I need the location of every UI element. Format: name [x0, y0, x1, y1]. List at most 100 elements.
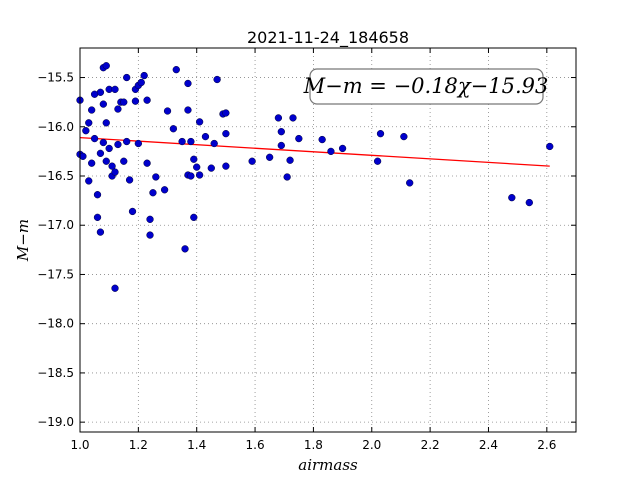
data-point — [102, 62, 110, 70]
data-point — [131, 97, 140, 105]
data-point — [111, 284, 119, 292]
data-point — [187, 137, 195, 146]
y-tick-label: −18.0 — [37, 317, 74, 331]
data-point — [99, 100, 107, 108]
data-point — [222, 130, 230, 138]
data-point — [149, 189, 157, 197]
data-point — [96, 88, 105, 96]
data-point — [172, 66, 180, 74]
data-point — [213, 75, 221, 84]
data-point — [525, 198, 533, 207]
ticks-layer: 1.0 1.2 1.4 1.6 1.8 2.0 2.2 2.4 2.6 −15.5 −16.0 −16… — [37, 48, 576, 452]
data-point — [286, 156, 294, 164]
data-point — [140, 71, 148, 80]
data-point — [146, 231, 154, 239]
data-point — [123, 73, 131, 82]
x-tick-label: 2.0 — [362, 438, 381, 452]
data-point — [120, 157, 128, 165]
x-tick-label: 2.2 — [421, 438, 440, 452]
data-point — [143, 159, 151, 167]
chart-title: 2021-11-24_184658 — [247, 28, 409, 48]
data-point — [137, 78, 145, 87]
data-point — [160, 186, 169, 194]
data-point — [184, 79, 192, 88]
data-point — [90, 134, 99, 143]
x-tick-label: 2.6 — [537, 438, 556, 452]
x-tick-label: 1.2 — [129, 438, 148, 452]
data-point — [265, 153, 274, 161]
data-point — [93, 213, 102, 222]
data-point — [111, 168, 119, 176]
data-point — [187, 172, 195, 180]
data-point — [277, 141, 285, 150]
data-point — [289, 114, 297, 122]
data-point — [222, 109, 230, 117]
grid-layer — [79, 48, 576, 432]
data-point — [163, 107, 172, 115]
data-point — [376, 130, 385, 138]
data-point — [181, 245, 189, 253]
data-point — [99, 138, 107, 147]
data-point — [143, 96, 151, 104]
data-point — [102, 157, 110, 165]
plot-area — [80, 48, 576, 432]
data-point — [193, 163, 201, 171]
x-axis-label: airmass — [298, 456, 358, 474]
y-tick-label: −19.0 — [37, 415, 74, 429]
x-tick-label: 1.0 — [70, 438, 89, 452]
y-tick-label: −16.0 — [37, 120, 74, 134]
fit-equation-text: M−m = −0.18χ−15.93 — [303, 74, 549, 98]
data-point — [88, 106, 96, 114]
data-point — [85, 177, 93, 185]
data-point — [201, 132, 210, 141]
y-tick-label: −17.5 — [37, 267, 74, 281]
data-point — [114, 105, 122, 113]
data-point — [222, 162, 230, 170]
fit-line — [79, 136, 550, 167]
data-point — [508, 194, 516, 202]
data-point — [295, 134, 303, 143]
data-point — [338, 144, 347, 153]
data-point — [96, 149, 105, 158]
data-point — [327, 147, 335, 156]
data-point — [546, 142, 554, 151]
data-point — [195, 171, 204, 179]
x-tick-label: 2.4 — [479, 438, 498, 452]
data-point — [195, 118, 204, 126]
fit-equation-frame — [309, 68, 544, 105]
points-layer — [76, 62, 554, 292]
y-tick-label: −15.5 — [37, 71, 74, 85]
data-point — [96, 228, 105, 236]
plot-frame — [79, 47, 577, 433]
data-point — [274, 114, 283, 122]
data-point — [184, 106, 192, 114]
y-tick-label: −17.0 — [37, 218, 74, 232]
data-point — [318, 135, 326, 144]
data-point — [82, 127, 90, 135]
x-tick-label: 1.8 — [304, 438, 323, 452]
data-point — [373, 157, 382, 165]
data-point — [125, 176, 134, 184]
data-point — [207, 164, 215, 172]
fit-layer — [79, 136, 550, 167]
data-point — [178, 137, 186, 146]
data-point — [102, 119, 110, 127]
y-tick-label: −16.5 — [37, 169, 74, 183]
data-point — [123, 137, 131, 146]
data-point — [210, 139, 218, 148]
y-axis-label: M−m — [14, 219, 32, 262]
data-point — [128, 207, 137, 216]
data-point — [79, 152, 87, 160]
data-point — [114, 140, 122, 149]
data-point — [120, 98, 128, 106]
data-point — [277, 128, 285, 136]
data-point — [134, 139, 143, 148]
x-tick-label: 1.4 — [187, 438, 206, 452]
data-point — [190, 155, 198, 163]
data-point — [248, 157, 256, 165]
fit-equation-box: M−m = −0.18χ−15.93 — [303, 68, 549, 105]
x-tick-label: 1.6 — [246, 438, 265, 452]
data-point — [146, 215, 154, 223]
data-point — [152, 173, 160, 181]
